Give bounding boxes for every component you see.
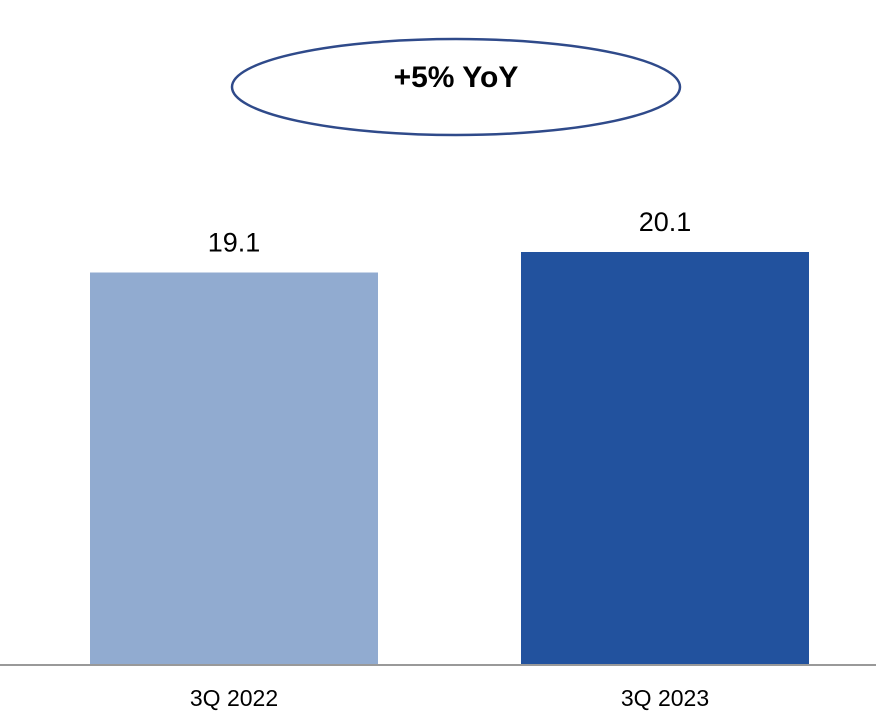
data-label: 20.1	[639, 207, 692, 237]
x-tick-label: 3Q 2023	[621, 685, 709, 711]
x-tick-label: 3Q 2022	[190, 685, 278, 711]
bar	[90, 272, 378, 664]
annotation-ellipse	[230, 37, 682, 137]
data-label: 19.1	[208, 228, 261, 258]
bar	[521, 252, 809, 664]
annotation: +5% YoY	[394, 61, 519, 94]
